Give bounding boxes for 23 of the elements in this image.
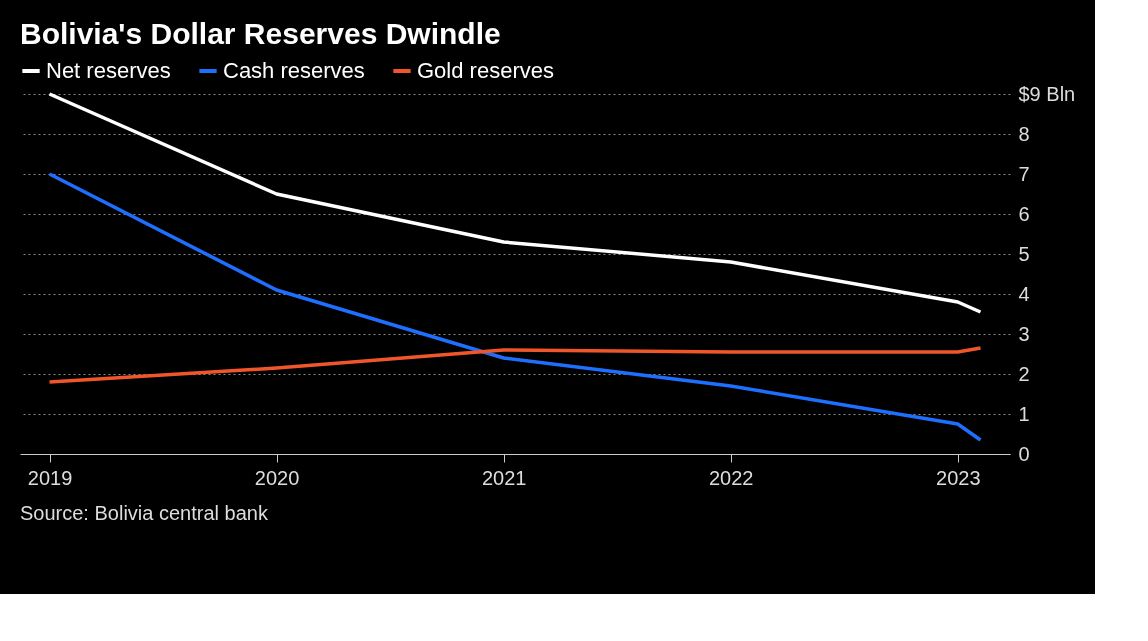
source-note: Source: Bolivia central bank <box>20 502 269 524</box>
legend-label: Net reserves <box>46 58 171 83</box>
y-tick-label: 0 <box>1018 442 1030 465</box>
y-tick-label: 6 <box>1018 202 1030 225</box>
y-tick-label: 4 <box>1018 282 1030 305</box>
x-tick-label: 2023 <box>936 466 981 489</box>
line-series <box>47 346 983 384</box>
y-tick-label: 1 <box>1018 402 1030 425</box>
y-tick-label: 5 <box>1018 242 1030 265</box>
x-tick-label: 2021 <box>481 466 527 489</box>
y-tick-label: 7 <box>1018 162 1030 185</box>
y-tick-label: 3 <box>1018 322 1030 345</box>
y-tick-label: 2 <box>1018 362 1030 385</box>
x-tick-label: 2022 <box>708 466 754 489</box>
legend-label: Cash reserves <box>223 58 365 83</box>
line-series <box>47 92 983 314</box>
x-tick-label: 2020 <box>254 466 300 489</box>
x-tick-label: 2019 <box>27 466 73 489</box>
chart-title: Bolivia's Dollar Reserves Dwindle <box>20 17 501 50</box>
y-tick-label: $9 Bln <box>1018 82 1076 105</box>
line-series <box>47 172 983 442</box>
legend-label: Gold reserves <box>417 58 554 83</box>
y-tick-label: 8 <box>1018 122 1030 145</box>
